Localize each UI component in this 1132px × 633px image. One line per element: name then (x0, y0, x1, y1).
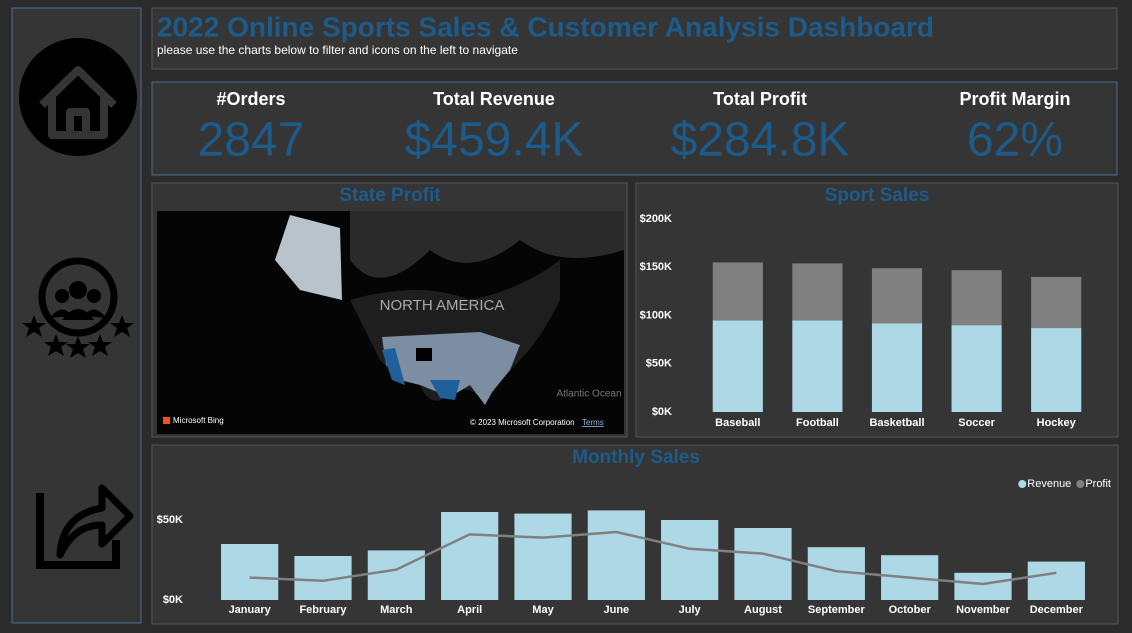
kpi-label: Total Revenue (433, 89, 555, 109)
legend-label: Revenue (1027, 478, 1071, 490)
y-tick-label: $50K (157, 514, 183, 526)
y-tick-label: $0K (163, 594, 183, 606)
x-tick-label: Basketball (869, 417, 924, 429)
x-tick-label: Football (796, 417, 839, 429)
customers-icon[interactable] (22, 257, 134, 358)
kpi-value: $284.8K (671, 114, 850, 167)
bar (792, 263, 843, 321)
x-tick-label: May (532, 604, 554, 616)
y-tick-label: $0K (652, 406, 672, 418)
bar (441, 512, 499, 600)
page-subtitle: please use the charts below to filter an… (157, 43, 518, 57)
x-tick-label: September (808, 604, 866, 616)
home-icon[interactable] (19, 38, 137, 156)
bar (954, 572, 1012, 600)
x-tick-label: Hockey (1037, 417, 1077, 429)
bar (514, 513, 572, 600)
bar (712, 320, 763, 412)
legend-marker (1076, 480, 1085, 488)
x-tick-label: February (299, 604, 347, 616)
map-ocean-label: Atlantic Ocean (556, 389, 621, 400)
chart-title: Monthly Sales (572, 447, 700, 468)
bar (951, 270, 1002, 326)
map-region-label: NORTH AMERICA (380, 297, 505, 314)
x-tick-label: July (679, 604, 702, 616)
header-panel (151, 7, 1118, 70)
share-icon[interactable] (36, 484, 134, 569)
kpi-value: $459.4K (405, 114, 584, 167)
legend-marker (1018, 480, 1027, 488)
bar (221, 544, 279, 600)
y-tick-label: $100K (640, 309, 672, 321)
bar (951, 325, 1002, 412)
y-tick-label: $150K (640, 261, 672, 273)
kpi-value: 2847 (198, 114, 305, 167)
x-tick-label: March (380, 604, 413, 616)
y-tick-label: $200K (640, 213, 672, 225)
bar (1027, 561, 1085, 600)
x-tick-label: December (1030, 604, 1084, 616)
x-tick-label: Baseball (715, 417, 760, 429)
bar (1031, 276, 1082, 329)
x-tick-label: January (229, 604, 272, 616)
x-tick-label: November (956, 604, 1011, 616)
page-title: 2022 Online Sports Sales & Customer Anal… (157, 11, 934, 42)
kpi-label: #Orders (216, 89, 285, 109)
bar (871, 268, 923, 324)
legend-label: Profit (1085, 478, 1111, 490)
y-tick-label: $50K (646, 358, 672, 370)
x-tick-label: Soccer (958, 417, 995, 429)
kpi-label: Total Profit (713, 89, 807, 109)
kpi-value: 62% (967, 114, 1063, 167)
map[interactable]: NORTH AMERICA Atlantic Ocean Microsoft B… (157, 211, 624, 434)
line (249, 530, 1057, 586)
map-terms[interactable]: Terms (582, 418, 604, 427)
kpi-label: Profit Margin (960, 89, 1071, 109)
x-tick-label: October (889, 604, 932, 616)
bar (1031, 328, 1082, 412)
chart-title: Sport Sales (825, 185, 930, 206)
kpi-panel (151, 81, 1118, 176)
map-title: State Profit (339, 185, 441, 206)
bar (367, 550, 425, 600)
map-copyright: © 2023 Microsoft Corporation (470, 418, 575, 427)
bar (712, 262, 763, 321)
bar (661, 520, 719, 600)
x-tick-label: June (603, 604, 629, 616)
bar (792, 320, 843, 412)
map-provider: Microsoft Bing (173, 416, 224, 425)
x-tick-label: April (457, 604, 482, 616)
x-tick-label: August (744, 604, 782, 616)
bar (734, 528, 792, 600)
bar (587, 510, 645, 600)
bar (871, 323, 923, 412)
